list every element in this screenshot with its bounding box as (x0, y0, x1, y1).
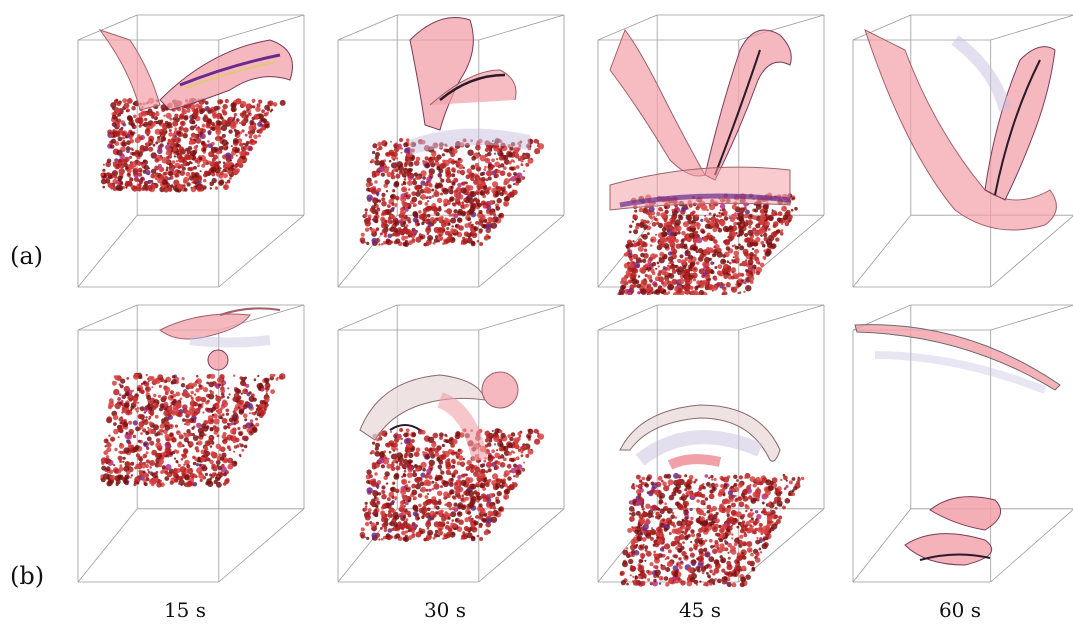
row-label-a: (a) (10, 242, 44, 270)
particle-bed (359, 138, 545, 247)
sheet-surfaces (609, 28, 792, 211)
panel-b-15s (77, 304, 305, 583)
particle-bed (100, 372, 286, 488)
panel-a-15s (77, 14, 305, 288)
particle-bed (359, 428, 545, 542)
panel-b-30s (337, 304, 565, 583)
time-label-30s: 30 s (423, 598, 467, 622)
particle-bed (100, 97, 286, 193)
sheet-surfaces (854, 324, 1061, 566)
box-wireframe (597, 14, 825, 288)
sheet-surfaces (159, 307, 281, 371)
sheet-surfaces (864, 29, 1057, 231)
time-label-45s: 45 s (678, 598, 722, 622)
panel-a-45s (597, 14, 825, 295)
sheet-surfaces (359, 371, 519, 462)
panel-b-45s (597, 304, 825, 588)
panel-a-60s (852, 14, 1073, 288)
time-label-15s: 15 s (163, 598, 207, 622)
sheet-surfaces (409, 17, 530, 155)
particle-bed (619, 472, 805, 588)
sheet-surfaces (619, 404, 781, 470)
panel-a-30s (337, 14, 565, 288)
particle-bed (617, 192, 798, 295)
panel-b-60s (852, 304, 1073, 583)
time-label-60s: 60 s (938, 598, 982, 622)
row-label-b: (b) (10, 562, 45, 590)
sheet-surfaces (98, 29, 293, 111)
